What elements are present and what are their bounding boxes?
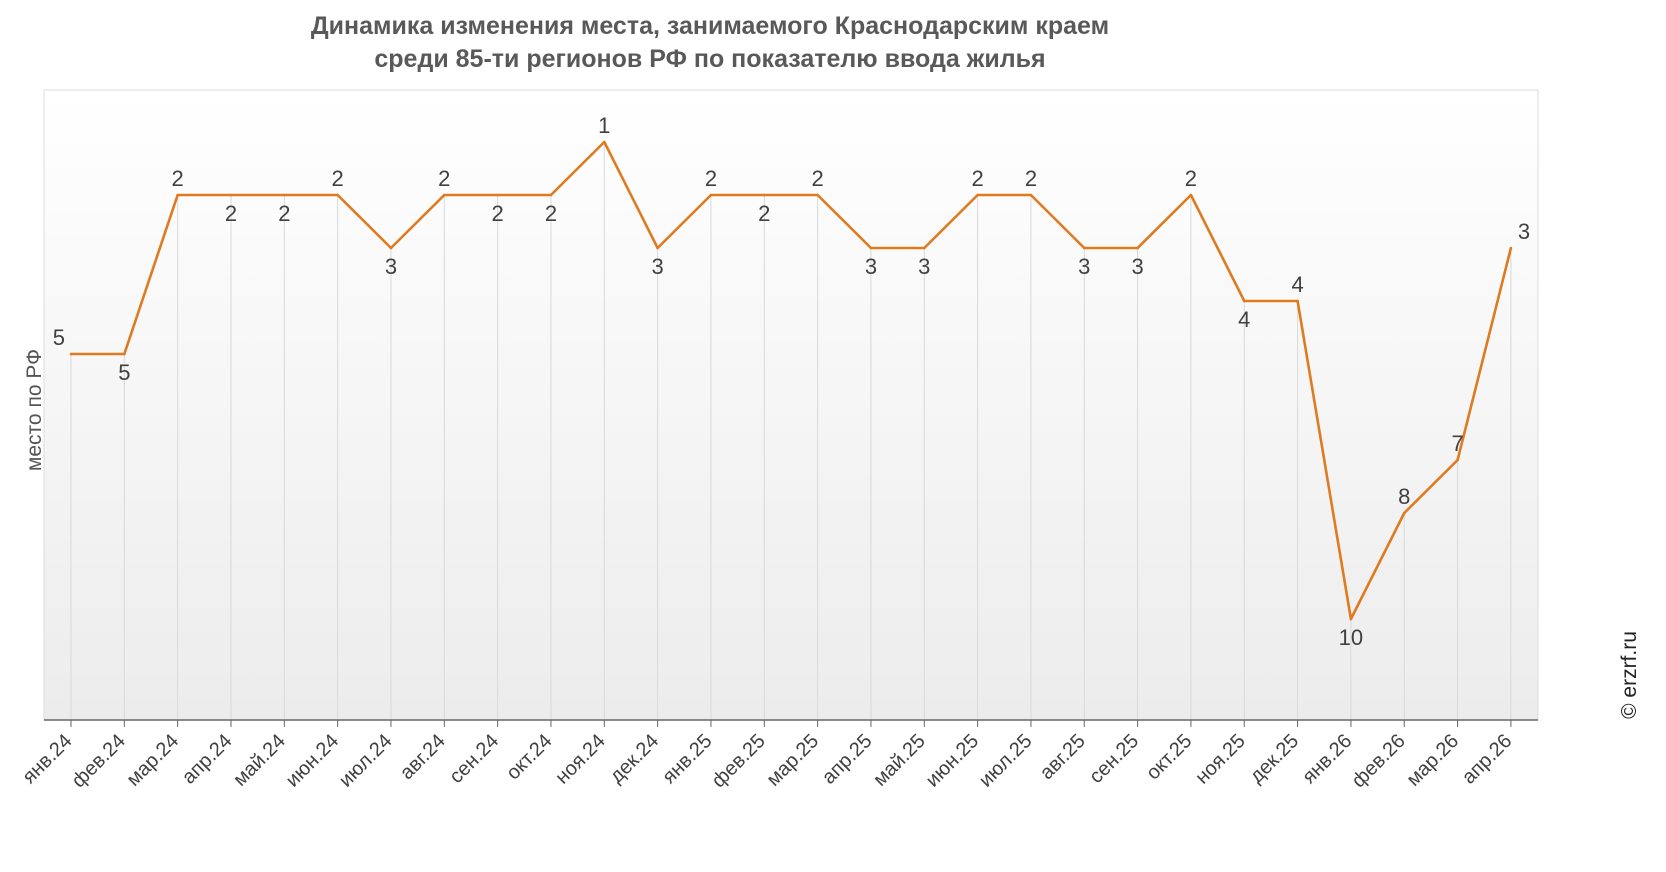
data-label: 3	[652, 254, 664, 279]
x-tick-label: июл.25	[975, 730, 1037, 792]
data-label: 4	[1291, 272, 1303, 297]
data-point	[603, 140, 606, 144]
data-point	[816, 193, 819, 197]
x-tick-label: авг.24	[396, 730, 450, 784]
data-label: 5	[53, 325, 65, 350]
data-point	[1029, 193, 1033, 197]
data-point	[443, 193, 446, 197]
chart-title-line1: Динамика изменения места, занимаемого Кр…	[310, 12, 1110, 40]
data-point	[709, 193, 713, 197]
data-label: 2	[705, 166, 717, 191]
x-tick-label: сен.25	[1085, 730, 1143, 788]
x-tick-label: июн.24	[282, 730, 344, 792]
chart-title: Динамика изменения места, занимаемого Кр…	[0, 10, 1420, 76]
data-label: 3	[385, 254, 397, 279]
data-point	[123, 352, 126, 356]
data-label: 4	[1238, 307, 1250, 332]
data-point	[69, 352, 73, 356]
data-label: 2	[225, 201, 237, 226]
x-tick-label: апр.26	[1458, 730, 1517, 789]
data-label: 3	[918, 254, 930, 279]
data-label: 2	[1185, 166, 1197, 191]
data-point	[1402, 511, 1406, 515]
data-point	[389, 246, 393, 250]
data-point	[869, 246, 873, 250]
x-tick-label: дек.25	[1246, 730, 1304, 788]
x-tick-label: янв.25	[658, 730, 716, 788]
data-label: 2	[811, 166, 823, 191]
data-point	[976, 193, 979, 197]
x-tick-label: мар.24	[123, 730, 184, 791]
data-point	[762, 193, 766, 197]
data-point	[656, 246, 659, 250]
x-tick-label: янв.24	[18, 730, 76, 788]
data-point	[1349, 617, 1353, 621]
x-tick-label: ноя.25	[1191, 730, 1250, 789]
data-label: 7	[1451, 431, 1463, 456]
x-tick-label: апр.25	[818, 730, 877, 789]
data-label: 2	[971, 166, 983, 191]
x-tick-label: мар.26	[1402, 730, 1463, 791]
data-point	[1509, 246, 1513, 250]
data-point	[1136, 246, 1139, 250]
data-point	[496, 193, 499, 197]
data-point	[1296, 299, 1299, 303]
data-label: 3	[865, 254, 877, 279]
x-tick-label: окт.24	[502, 730, 556, 784]
data-point	[549, 193, 553, 197]
x-tick-label: июн.25	[922, 730, 984, 792]
x-tick-label: фев.25	[708, 730, 770, 792]
data-label: 2	[545, 201, 557, 226]
data-label: 2	[758, 201, 770, 226]
data-point	[336, 193, 339, 197]
data-label: 1	[598, 113, 610, 138]
x-tick-label: авг.25	[1036, 730, 1090, 784]
x-tick-label: май.24	[229, 730, 290, 791]
data-label: 8	[1398, 484, 1410, 509]
data-point	[1242, 299, 1246, 303]
x-tick-label: фев.26	[1348, 730, 1410, 792]
x-tick-label: ноя.24	[551, 730, 610, 789]
data-label: 10	[1339, 625, 1363, 650]
x-tick-label: мар.25	[762, 730, 823, 791]
data-point	[176, 193, 179, 197]
data-label: 2	[1025, 166, 1037, 191]
data-label: 2	[278, 201, 290, 226]
data-label: 2	[172, 166, 184, 191]
data-label: 3	[1078, 254, 1090, 279]
chart-title-line2: среди 85-ти регионов РФ по показателю вв…	[374, 45, 1046, 73]
series-line	[71, 140, 1513, 621]
x-tick-label: окт.25	[1142, 730, 1196, 784]
data-label: 3	[1131, 254, 1143, 279]
x-tick-label: май.25	[869, 730, 930, 791]
x-tick-label: сен.24	[445, 730, 503, 788]
x-tick-label: дек.24	[606, 730, 664, 788]
data-point	[1456, 458, 1459, 462]
x-tick-label: июл.24	[335, 730, 397, 792]
x-tick-label: янв.26	[1298, 730, 1356, 788]
data-label: 2	[438, 166, 450, 191]
data-label: 2	[332, 166, 344, 191]
data-point	[229, 193, 233, 197]
data-label: 2	[492, 201, 504, 226]
data-label: 3	[1518, 219, 1530, 244]
data-point	[1082, 246, 1086, 250]
data-point	[283, 193, 286, 197]
x-tick-label: апр.24	[178, 730, 237, 789]
data-point	[922, 246, 926, 250]
data-label: 5	[118, 360, 130, 385]
x-tick-label: фев.24	[68, 730, 130, 792]
data-point	[1189, 193, 1193, 197]
